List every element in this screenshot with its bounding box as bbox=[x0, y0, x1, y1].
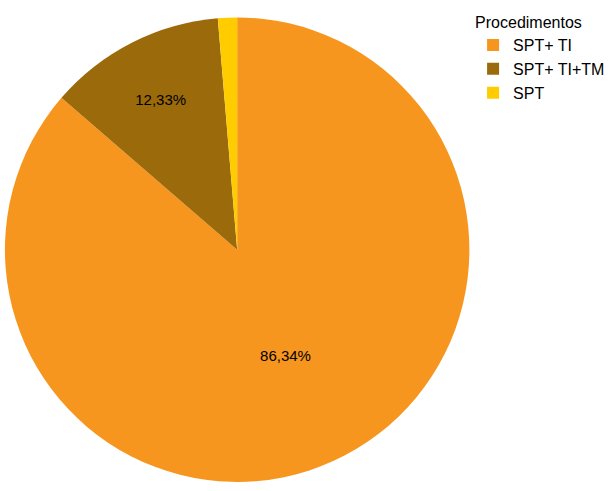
svg-text:12,33%: 12,33% bbox=[135, 91, 186, 108]
svg-text:Procedimentos: Procedimentos bbox=[475, 14, 582, 31]
svg-text:SPT+ TI: SPT+ TI bbox=[513, 37, 572, 54]
svg-text:SPT+ TI+TM: SPT+ TI+TM bbox=[513, 61, 604, 78]
svg-text:SPT: SPT bbox=[513, 85, 544, 102]
svg-text:86,34%: 86,34% bbox=[260, 347, 311, 364]
